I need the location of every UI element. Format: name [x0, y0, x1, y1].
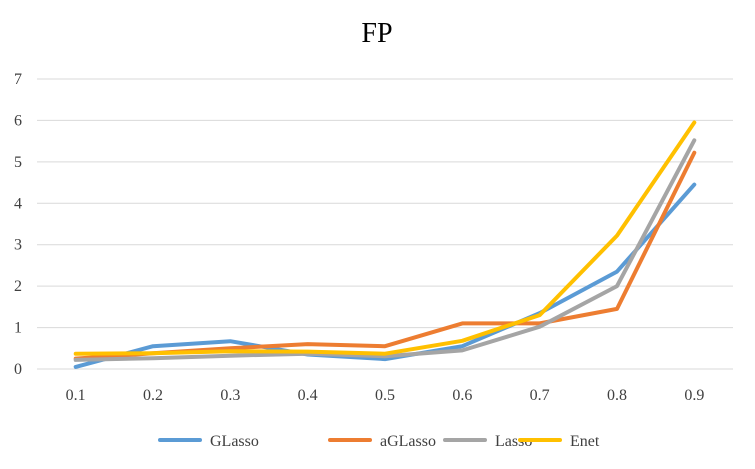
y-tick-label: 7 — [14, 71, 22, 88]
data-point-enet — [306, 350, 310, 354]
data-point-enet — [692, 121, 696, 125]
y-tick-label: 1 — [14, 320, 22, 337]
data-point-glasso — [615, 270, 619, 274]
x-tick-label: 0.4 — [298, 387, 318, 404]
x-tick-label: 0.7 — [530, 387, 550, 404]
y-tick-label: 4 — [14, 195, 22, 212]
data-point-enet — [615, 234, 619, 238]
data-point-glasso — [74, 365, 78, 369]
data-point-lasso — [692, 138, 696, 142]
x-tick-label: 0.5 — [375, 387, 395, 404]
x-tick-label: 0.3 — [220, 387, 240, 404]
series-line-enet — [73, 120, 697, 356]
data-point-enet — [74, 352, 78, 356]
data-point-lasso — [74, 358, 78, 362]
chart-title: FP — [361, 18, 392, 49]
data-point-enet — [151, 351, 155, 355]
data-point-lasso — [151, 356, 155, 360]
data-point-lasso — [228, 354, 232, 358]
data-point-enet — [460, 339, 464, 343]
data-point-enet — [228, 349, 232, 353]
legend-label-aglasso: aGLasso — [380, 433, 436, 450]
data-point-glasso — [228, 339, 232, 343]
y-tick-label: 6 — [14, 112, 22, 129]
series-lines — [73, 120, 697, 369]
y-tick-label: 3 — [14, 237, 22, 254]
y-tick-label: 5 — [14, 154, 22, 171]
legend: GLasso aGLasso Lasso Enet — [158, 433, 600, 450]
gridlines — [37, 78, 733, 370]
data-point-lasso — [460, 348, 464, 352]
data-point-glasso — [692, 183, 696, 187]
data-point-lasso — [615, 284, 619, 288]
legend-label-lasso: Lasso — [495, 433, 532, 450]
data-point-aglasso — [692, 151, 696, 155]
data-point-aglasso — [460, 321, 464, 325]
series-line-lasso — [73, 138, 697, 362]
y-axis-ticks: 0 1 2 3 4 5 6 7 — [14, 71, 22, 378]
legend-label-enet: Enet — [570, 433, 600, 450]
data-point-glasso — [151, 344, 155, 348]
data-point-glasso — [460, 344, 464, 348]
data-point-aglasso — [306, 342, 310, 346]
data-point-aglasso — [615, 307, 619, 311]
x-tick-label: 0.9 — [684, 387, 704, 404]
y-tick-label: 2 — [14, 278, 22, 295]
y-tick-label: 0 — [14, 361, 22, 378]
x-tick-label: 0.1 — [66, 387, 86, 404]
x-tick-label: 0.6 — [452, 387, 472, 404]
series-line-glasso — [73, 182, 697, 369]
legend-label-glasso: GLasso — [210, 433, 259, 450]
x-tick-label: 0.2 — [143, 387, 163, 404]
data-point-aglasso — [383, 344, 387, 348]
data-point-lasso — [538, 325, 542, 329]
x-tick-label: 0.8 — [607, 387, 627, 404]
data-point-enet — [538, 313, 542, 317]
x-axis-ticks: 0.1 0.2 0.3 0.4 0.5 0.6 0.7 0.8 0.9 — [66, 387, 705, 404]
data-point-enet — [383, 352, 387, 356]
